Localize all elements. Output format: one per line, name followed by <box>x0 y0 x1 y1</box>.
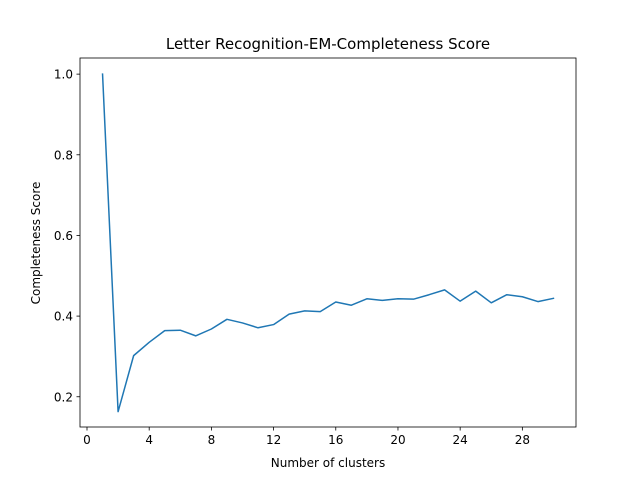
series-line-0 <box>101 73 555 413</box>
chart-title: Letter Recognition-EM-Completeness Score <box>166 35 490 53</box>
x-tick-label: 0 <box>83 433 91 447</box>
x-tick-label: 16 <box>328 433 343 447</box>
x-tick-label: 24 <box>453 433 468 447</box>
y-tick-label: 1.0 <box>54 68 73 82</box>
x-axis-label: Number of clusters <box>271 456 385 470</box>
x-tick-label: 28 <box>515 433 530 447</box>
x-tick-label: 20 <box>390 433 405 447</box>
y-axis-label: Completeness Score <box>29 182 43 305</box>
y-tick-label: 0.8 <box>54 148 73 162</box>
axes-frame <box>79 57 577 428</box>
x-tick-label: 12 <box>266 433 281 447</box>
x-tick-label: 8 <box>208 433 216 447</box>
plot-area: 0 4 8 12 16 20 24 28 0.2 0.4 0.6 0.8 1.0 <box>54 57 577 447</box>
y-tick-label: 0.6 <box>54 229 73 243</box>
x-tick-label: 4 <box>145 433 153 447</box>
y-tick-label: 0.2 <box>54 390 73 404</box>
y-tick-label: 0.4 <box>54 310 73 324</box>
